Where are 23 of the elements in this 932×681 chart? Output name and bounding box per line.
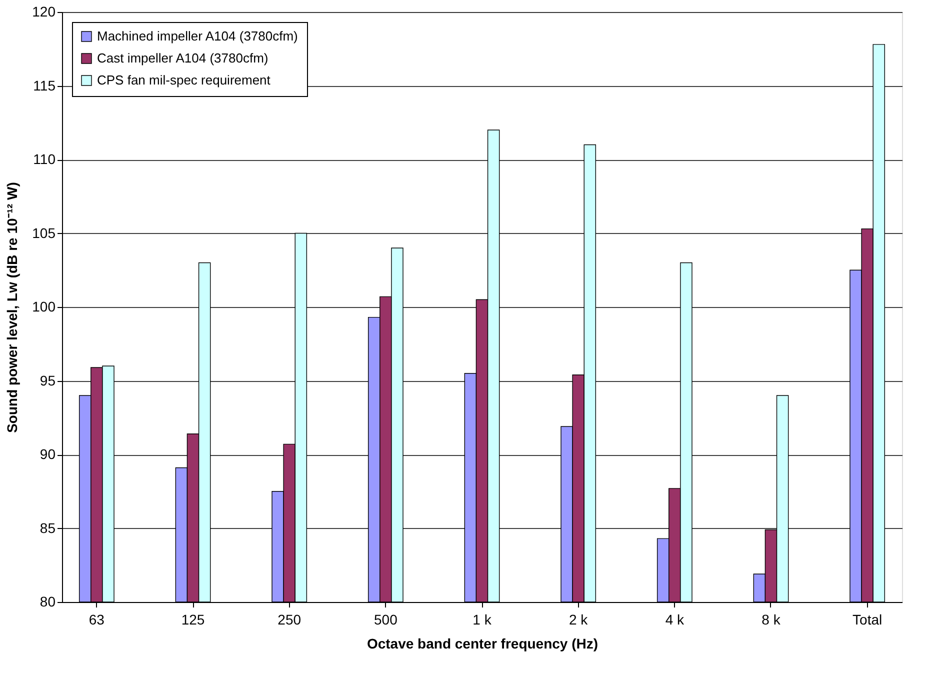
x-tick-label: 8 k <box>762 612 782 628</box>
x-tick-label: Total <box>852 612 882 628</box>
x-tick-label: 63 <box>88 612 105 628</box>
y-tick-label: 115 <box>33 77 56 94</box>
x-tick-label: 1 k <box>472 612 492 628</box>
x-axis-title: Octave band center frequency (Hz) <box>366 636 598 652</box>
legend-label: Cast impeller A104 (3780cfm) <box>97 50 268 66</box>
y-tick-label: 95 <box>40 372 56 388</box>
legend-label: Machined impeller A104 (3780cfm) <box>97 28 298 44</box>
y-tick-label: 80 <box>40 594 56 610</box>
y-axis-title: Sound power level, Lw (dB re 10⁻¹² W) <box>4 182 20 433</box>
x-tick-label: 125 <box>181 612 205 628</box>
x-tick-label: 500 <box>374 612 398 628</box>
y-tick-label: 90 <box>40 446 56 462</box>
x-tick-label: 250 <box>278 612 302 628</box>
x-tick-label: 4 k <box>665 612 685 628</box>
y-tick-label: 85 <box>40 520 56 536</box>
y-tick-label: 110 <box>33 151 56 167</box>
legend-label: CPS fan mil-spec requirement <box>97 72 271 88</box>
y-tick-label: 120 <box>32 4 56 20</box>
y-tick-label: 100 <box>32 298 56 314</box>
x-tick-label: 2 k <box>568 612 589 628</box>
y-tick-label: 105 <box>32 224 56 241</box>
